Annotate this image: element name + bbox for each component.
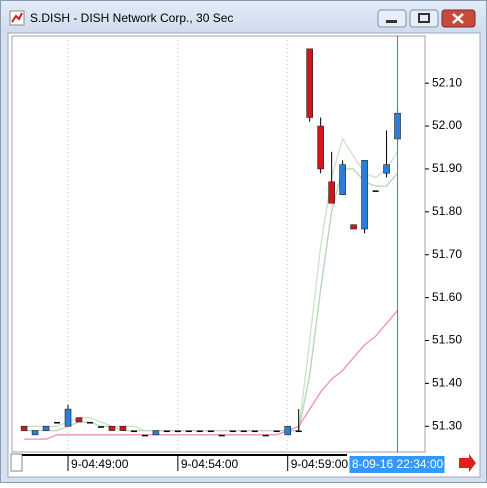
y-tick-label: 51.30 <box>432 418 462 432</box>
candle-body <box>108 425 116 431</box>
cursor-label: 8-09-16 22:34:00 <box>352 457 444 471</box>
y-tick-label: 52.00 <box>432 118 462 132</box>
candle-body <box>361 160 368 230</box>
y-tick-label: 51.90 <box>432 161 462 175</box>
candle-body <box>20 425 28 431</box>
x-tick-label: 9-04:59:00 <box>291 457 349 471</box>
minimize-button[interactable] <box>377 9 407 28</box>
maximize-glyph <box>418 13 430 23</box>
candle-body <box>86 421 93 424</box>
candle-body <box>372 190 379 192</box>
x-tick-label: 9-04:54:00 <box>181 457 239 471</box>
candle-body <box>174 430 181 433</box>
candle-body <box>163 430 170 433</box>
app-icon-glyph <box>11 12 23 23</box>
maximize-button[interactable] <box>409 9 439 28</box>
candle-body <box>75 417 83 423</box>
candle-body <box>229 430 236 433</box>
candle-body <box>251 430 258 433</box>
candle-body <box>218 434 225 437</box>
moving-average-line <box>24 310 398 440</box>
x-tick-label: 9-04:49:00 <box>71 457 129 471</box>
candle-body <box>97 426 104 428</box>
candle-body <box>130 430 137 433</box>
y-tick-label: 51.70 <box>432 247 462 261</box>
candle-body <box>295 430 302 433</box>
candle-body <box>185 430 192 433</box>
window-title: S.DISH - DISH Network Corp., 30 Sec <box>30 11 233 25</box>
minimize-glyph <box>386 20 397 23</box>
candle-body <box>152 430 160 436</box>
candle-body <box>284 425 291 436</box>
candle-body <box>317 125 324 170</box>
candle-body <box>240 430 247 433</box>
candle-body <box>54 421 61 424</box>
scroll-right-arrow[interactable] <box>459 454 476 472</box>
plot-area <box>11 35 426 453</box>
candle-body <box>141 434 148 437</box>
candle-body <box>383 164 390 174</box>
candle-body <box>306 48 313 118</box>
candle-body <box>350 224 357 230</box>
y-tick-label: 51.80 <box>432 204 462 218</box>
candle-body <box>273 430 280 433</box>
y-tick-label: 51.50 <box>432 333 462 347</box>
scroll-box[interactable] <box>10 453 23 472</box>
candle-body <box>42 425 50 431</box>
candle-body <box>207 430 214 433</box>
y-tick-label: 52.10 <box>432 75 462 89</box>
y-tick-label: 51.60 <box>432 290 462 304</box>
candle-body <box>196 430 203 433</box>
candle-body <box>339 164 346 195</box>
y-tick-label: 51.40 <box>432 376 462 390</box>
close-glyph <box>452 13 464 24</box>
candle-body <box>64 408 72 427</box>
candle-body <box>262 434 269 437</box>
candle-body <box>328 181 335 204</box>
candle-body <box>119 425 127 431</box>
candle-body <box>31 430 39 436</box>
cursor-label-box <box>349 456 445 473</box>
